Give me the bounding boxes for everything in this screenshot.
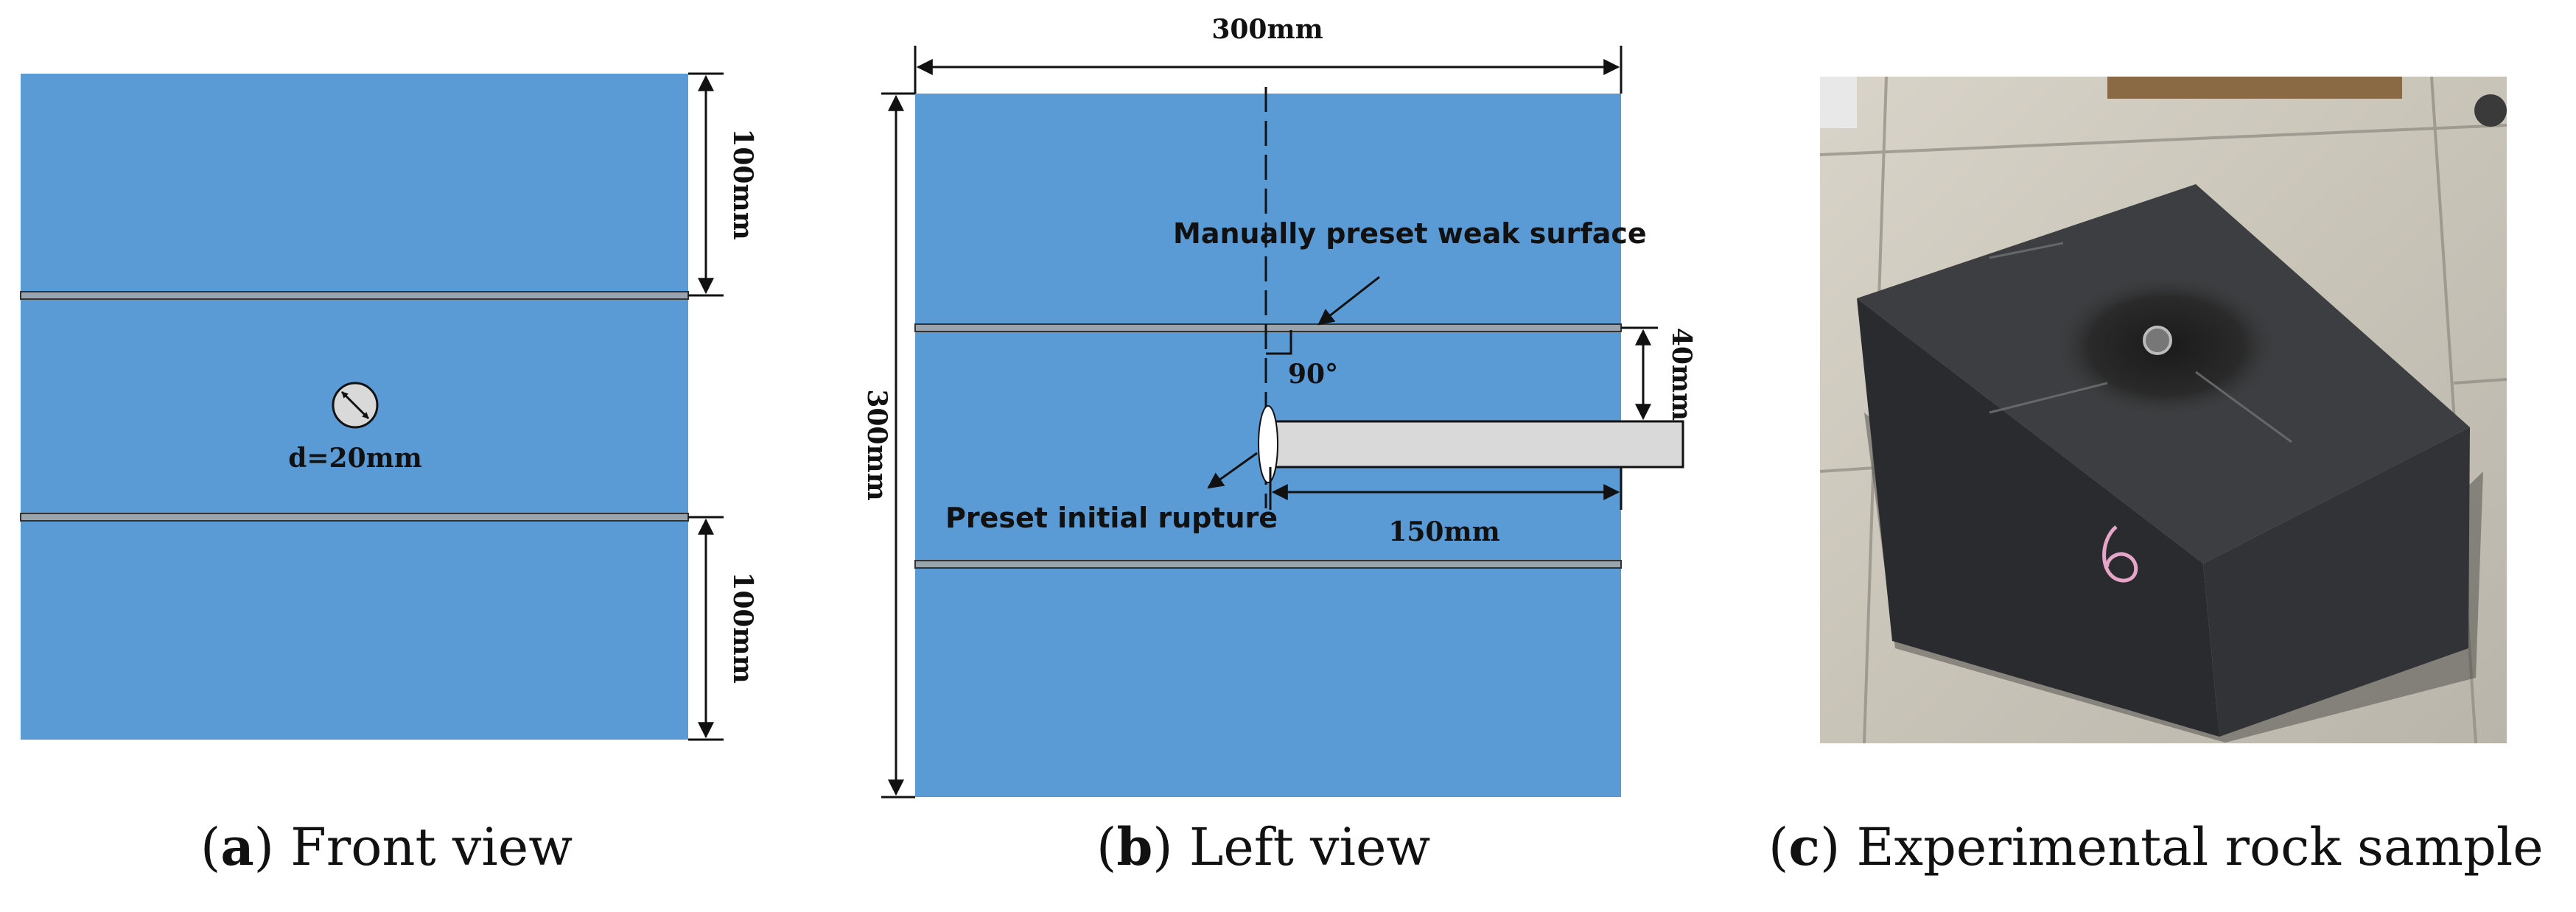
weak-surface-label: Manually preset weak surface <box>1173 217 1647 250</box>
borehole-circle <box>332 382 379 429</box>
anchor-rod <box>1269 420 1684 469</box>
dim-top-label: 100mm <box>727 128 758 239</box>
panel-c-photo <box>1820 77 2507 743</box>
dim-anchor-label: 150mm <box>1388 516 1499 547</box>
dim-height-label: 300mm <box>861 389 892 500</box>
caption-b-text: Left view <box>1172 817 1431 877</box>
dimension-anchor-left <box>1269 467 1623 510</box>
dimension-height-left <box>881 92 915 799</box>
dimension-bottom-front <box>688 516 724 741</box>
rupture-leader <box>1207 452 1258 489</box>
preset-rupture-ellipse <box>1258 405 1278 483</box>
weak-surface-upper-front <box>20 291 689 300</box>
weak-surface-lower-front <box>20 513 689 522</box>
dimension-offset-left <box>1621 326 1658 421</box>
caption-panel-c: (c) Experimental rock sample <box>1768 816 2544 877</box>
panel-b-left-view: 90° 300mm 300mm 40mm 150mm <box>861 14 1697 799</box>
caption-b-letter: b <box>1116 816 1153 877</box>
angle-label: 90° <box>1288 359 1338 390</box>
right-angle-mark <box>1266 330 1292 355</box>
caption-a-text: Front view <box>273 817 573 877</box>
hole-diameter-label: d=20mm <box>288 443 422 474</box>
weak-surface-upper-left <box>914 323 1622 332</box>
caption-a-letter: a <box>220 816 254 877</box>
caption-c-letter: c <box>1788 816 1820 877</box>
dim-bottom-label: 100mm <box>727 572 758 683</box>
weak-surface-lower-left <box>914 560 1622 569</box>
weak-surface-leader <box>1317 276 1380 326</box>
panel-a-front-view: 100mm 100mm d=20mm <box>20 72 758 741</box>
dimension-width-left <box>914 46 1623 94</box>
rock-sample-photo-icon <box>1820 77 2507 743</box>
dimension-top-front <box>688 72 724 297</box>
caption-panel-b: (b) Left view <box>1096 816 1431 877</box>
caption-c-text: Experimental rock sample <box>1840 817 2544 877</box>
rupture-label: Preset initial rupture <box>945 502 1278 534</box>
dim-width-label: 300mm <box>1211 14 1323 45</box>
caption-panel-a: (a) Front view <box>200 816 573 877</box>
dim-offset-label: 40mm <box>1666 328 1697 421</box>
